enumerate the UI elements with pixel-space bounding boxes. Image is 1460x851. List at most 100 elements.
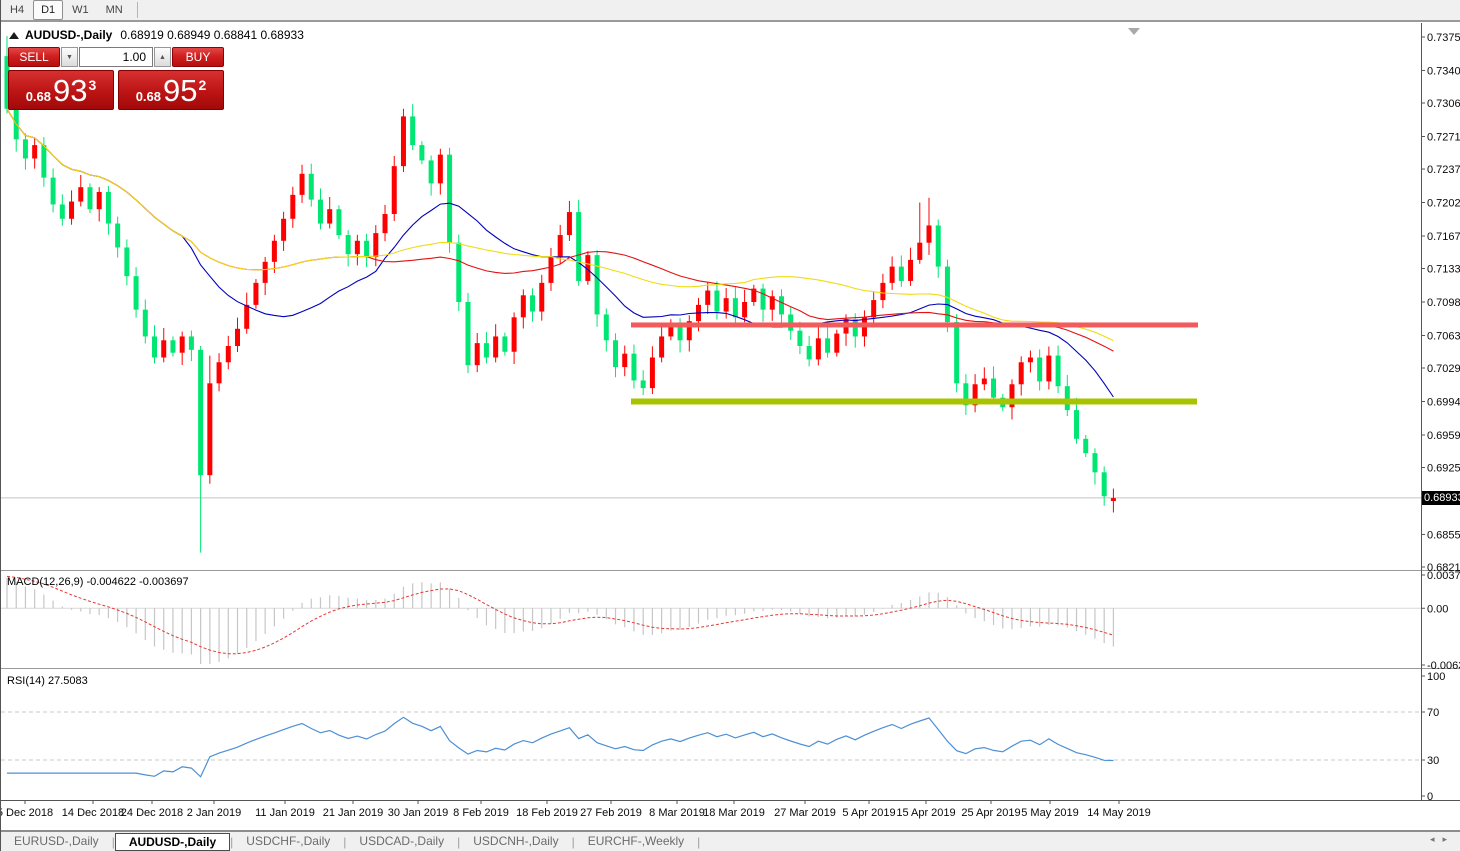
- candle-body: [373, 233, 379, 258]
- price-tick-label: 0.68210: [1427, 562, 1460, 574]
- candle-body: [1110, 498, 1116, 501]
- support-line[interactable]: [631, 398, 1197, 405]
- symbol-tab-eurusd-daily[interactable]: EURUSD-,Daily: [14, 834, 99, 848]
- candle-body: [262, 261, 268, 283]
- candle-body: [244, 304, 250, 329]
- candle-body: [290, 194, 296, 219]
- price-tick-label: 0.71670: [1427, 231, 1460, 243]
- candle-body: [179, 336, 185, 353]
- candle-body: [557, 235, 563, 258]
- ask-price-pip: 2: [198, 77, 207, 93]
- rsi-tick-label: 70: [1427, 707, 1439, 719]
- price-tick-label: 0.69590: [1427, 430, 1460, 442]
- ask-price-main: 95: [163, 73, 198, 108]
- candle-body: [216, 362, 222, 384]
- candle-body: [391, 166, 397, 214]
- date-tick-label: 5 Dec 2018: [1, 807, 53, 819]
- candle-body: [281, 218, 287, 241]
- ask-price-box[interactable]: 0.68 95 2: [118, 70, 224, 110]
- candle-body: [944, 266, 950, 323]
- candle-body: [732, 298, 738, 318]
- symbol-tab-usdcnh-daily[interactable]: USDCNH-,Daily: [473, 834, 559, 848]
- candle-body: [308, 173, 314, 200]
- symbol-tab-usdchf-daily[interactable]: USDCHF-,Daily: [246, 834, 331, 848]
- candle-body: [511, 317, 517, 352]
- resistance-line[interactable]: [631, 322, 1198, 328]
- candle-body: [1046, 355, 1052, 382]
- candle-body: [566, 212, 572, 236]
- candle-body: [419, 145, 425, 161]
- candle-body: [613, 340, 619, 368]
- date-tick-label: 8 Mar 2019: [649, 807, 705, 819]
- candle-body: [336, 209, 342, 236]
- candle-body: [622, 353, 628, 368]
- candle-body: [188, 336, 194, 350]
- price-tick-label: 0.71330: [1427, 264, 1460, 276]
- buy-button[interactable]: BUY: [172, 47, 224, 67]
- timeframe-button-h4[interactable]: H4: [10, 4, 25, 16]
- date-tick-label: 11 Jan 2019: [255, 807, 315, 819]
- date-tick-label: 14 Dec 2018: [62, 807, 124, 819]
- ma-line-20: [6, 108, 1114, 398]
- candle-body: [649, 357, 655, 389]
- candle-body: [124, 247, 130, 277]
- chart-symbol-label: AUDUSD-,Daily: [25, 28, 113, 42]
- candle-body: [760, 288, 766, 310]
- tab-scroll-left-icon[interactable]: ◂: [1429, 834, 1443, 844]
- symbol-tab-usdcad-daily[interactable]: USDCAD-,Daily: [359, 834, 445, 848]
- macd-layer[interactable]: [1, 575, 1421, 665]
- sell-button[interactable]: SELL: [8, 47, 60, 67]
- date-tick-label: 2 Jan 2019: [187, 807, 241, 819]
- rsi-layer[interactable]: [1, 711, 1421, 778]
- candle-body: [483, 343, 489, 358]
- chart-top-marker-icon[interactable]: [1128, 28, 1140, 35]
- tab-scroll-right-icon[interactable]: ▸: [1442, 834, 1455, 844]
- candle-body: [105, 191, 111, 224]
- price-tick-label: 0.72370: [1427, 164, 1460, 176]
- candle-body: [447, 154, 453, 243]
- timeframe-button-w1[interactable]: W1: [72, 4, 89, 16]
- candle-body: [530, 295, 536, 312]
- symbol-tab-audusd-daily[interactable]: AUDUSD-,Daily: [114, 832, 231, 851]
- candle-body: [714, 290, 720, 312]
- candle-body: [456, 242, 462, 302]
- candles-layer[interactable]: [4, 36, 1116, 553]
- date-tick-label: 5 Apr 2019: [842, 807, 895, 819]
- ma-line-60: [6, 108, 1114, 342]
- symbol-tab-bar: EURUSD-,Daily | AUDUSD-,Daily | USDCHF-,Dail…: [1, 830, 1460, 851]
- timeframe-button-mn[interactable]: MN: [105, 4, 123, 16]
- price-tick-label: 0.73060: [1427, 98, 1460, 110]
- lot-size-input[interactable]: [79, 47, 153, 67]
- candle-body: [1074, 410, 1080, 439]
- date-tick-label: 27 Mar 2019: [774, 807, 836, 819]
- price-tick-label: 0.72710: [1427, 131, 1460, 143]
- candle-body: [815, 338, 821, 360]
- rsi-tick-label: 0: [1427, 791, 1433, 803]
- candle-body: [972, 384, 978, 406]
- candle-body: [382, 213, 388, 234]
- candle-body: [225, 346, 231, 363]
- candle-body: [889, 266, 895, 283]
- symbol-expand-icon[interactable]: [9, 31, 19, 39]
- date-tick-label: 24 Dec 2018: [121, 807, 183, 819]
- lot-decrease-button[interactable]: ▼: [61, 47, 78, 67]
- candle-body: [400, 116, 406, 167]
- timeframe-button-d1[interactable]: D1: [33, 0, 64, 20]
- candle-body: [115, 223, 121, 248]
- candle-body: [834, 333, 840, 353]
- candle-body: [898, 266, 904, 281]
- candle-body: [354, 240, 360, 255]
- bid-price-box[interactable]: 0.68 93 3: [8, 70, 114, 110]
- symbol-tab-eurchf-weekly[interactable]: EURCHF-,Weekly: [587, 834, 685, 848]
- candle-body: [465, 302, 471, 366]
- price-tick-label: 0.70980: [1427, 297, 1460, 309]
- candle-body: [539, 282, 545, 312]
- candle-body: [474, 343, 480, 366]
- candle-body: [1009, 384, 1015, 408]
- bid-price-main: 93: [53, 73, 88, 108]
- candle-body: [640, 380, 646, 389]
- lot-increase-button[interactable]: ▲: [154, 47, 171, 67]
- price-tick-label: 0.69940: [1427, 396, 1460, 408]
- tab-separator: |: [697, 834, 701, 849]
